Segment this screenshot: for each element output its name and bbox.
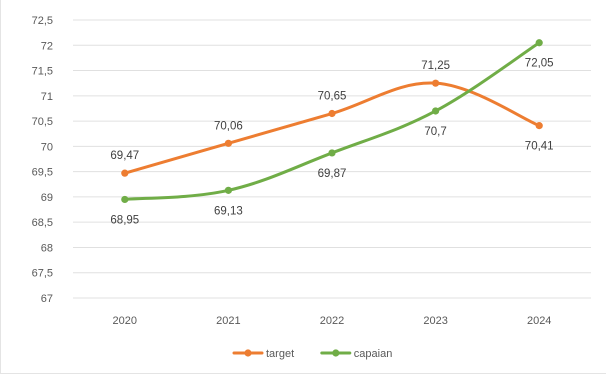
x-tick-label: 2024 <box>527 315 551 327</box>
y-tick-label: 72,5 <box>32 15 53 27</box>
data-label-target: 70,41 <box>525 141 554 153</box>
data-labels: 69,47 70,06 70,65 71,25 70,41 68,95 69,13 69,87… <box>110 58 553 227</box>
data-point-capaian <box>535 39 543 47</box>
data-label-capaian: 69,87 <box>318 168 347 180</box>
x-tick-label: 2020 <box>113 315 137 327</box>
data-point-capaian <box>121 195 129 204</box>
y-tick-label: 67,5 <box>32 268 53 280</box>
x-tick-label: 2021 <box>216 315 240 327</box>
y-tick-label: 71 <box>41 91 53 103</box>
legend-marker-capaian <box>332 349 340 357</box>
data-point-target <box>328 109 336 118</box>
data-label-target: 71,25 <box>421 60 450 72</box>
data-point-target <box>224 139 232 147</box>
y-tick-label: 71,5 <box>32 66 53 78</box>
data-label-target: 70,06 <box>214 120 243 132</box>
data-label-capaian: 72,05 <box>525 58 554 70</box>
y-tick-label: 70 <box>41 141 53 153</box>
data-label-capaian: 68,95 <box>110 214 139 226</box>
y-tick-label: 67 <box>41 293 53 305</box>
data-label-target: 69,47 <box>110 150 139 162</box>
legend-label-target: target <box>266 348 294 360</box>
y-tick-label: 69 <box>41 192 53 204</box>
data-point-target <box>535 122 543 130</box>
y-tick-label: 68 <box>41 242 53 254</box>
data-point-capaian <box>328 149 336 157</box>
series-lines <box>121 39 543 204</box>
data-point-capaian <box>224 186 232 194</box>
y-tick-label: 68,5 <box>32 217 53 229</box>
data-label-capaian: 69,13 <box>214 205 243 217</box>
legend-marker-target <box>244 349 252 357</box>
legend: target capaian <box>232 348 393 360</box>
data-point-target <box>432 79 440 87</box>
data-label-capaian: 70,7 <box>424 126 446 138</box>
y-tick-label: 72 <box>41 40 53 52</box>
y-tick-label: 69,5 <box>32 167 53 179</box>
data-point-target <box>121 169 129 177</box>
y-tick-label: 70,5 <box>32 116 53 128</box>
data-point-capaian <box>432 107 440 115</box>
legend-label-capaian: capaian <box>354 348 393 360</box>
x-tick-label: 2023 <box>423 315 447 327</box>
x-tick-label: 2022 <box>320 315 344 327</box>
gridlines <box>73 19 591 299</box>
y-axis-tick-labels: 67 67,5 68 68,5 69 69,5 70 70,5 71 71,5 72 72,5 <box>32 15 53 305</box>
x-axis-tick-labels: 2020 2021 2022 2023 2024 <box>113 315 552 327</box>
data-label-target: 70,65 <box>318 91 347 103</box>
